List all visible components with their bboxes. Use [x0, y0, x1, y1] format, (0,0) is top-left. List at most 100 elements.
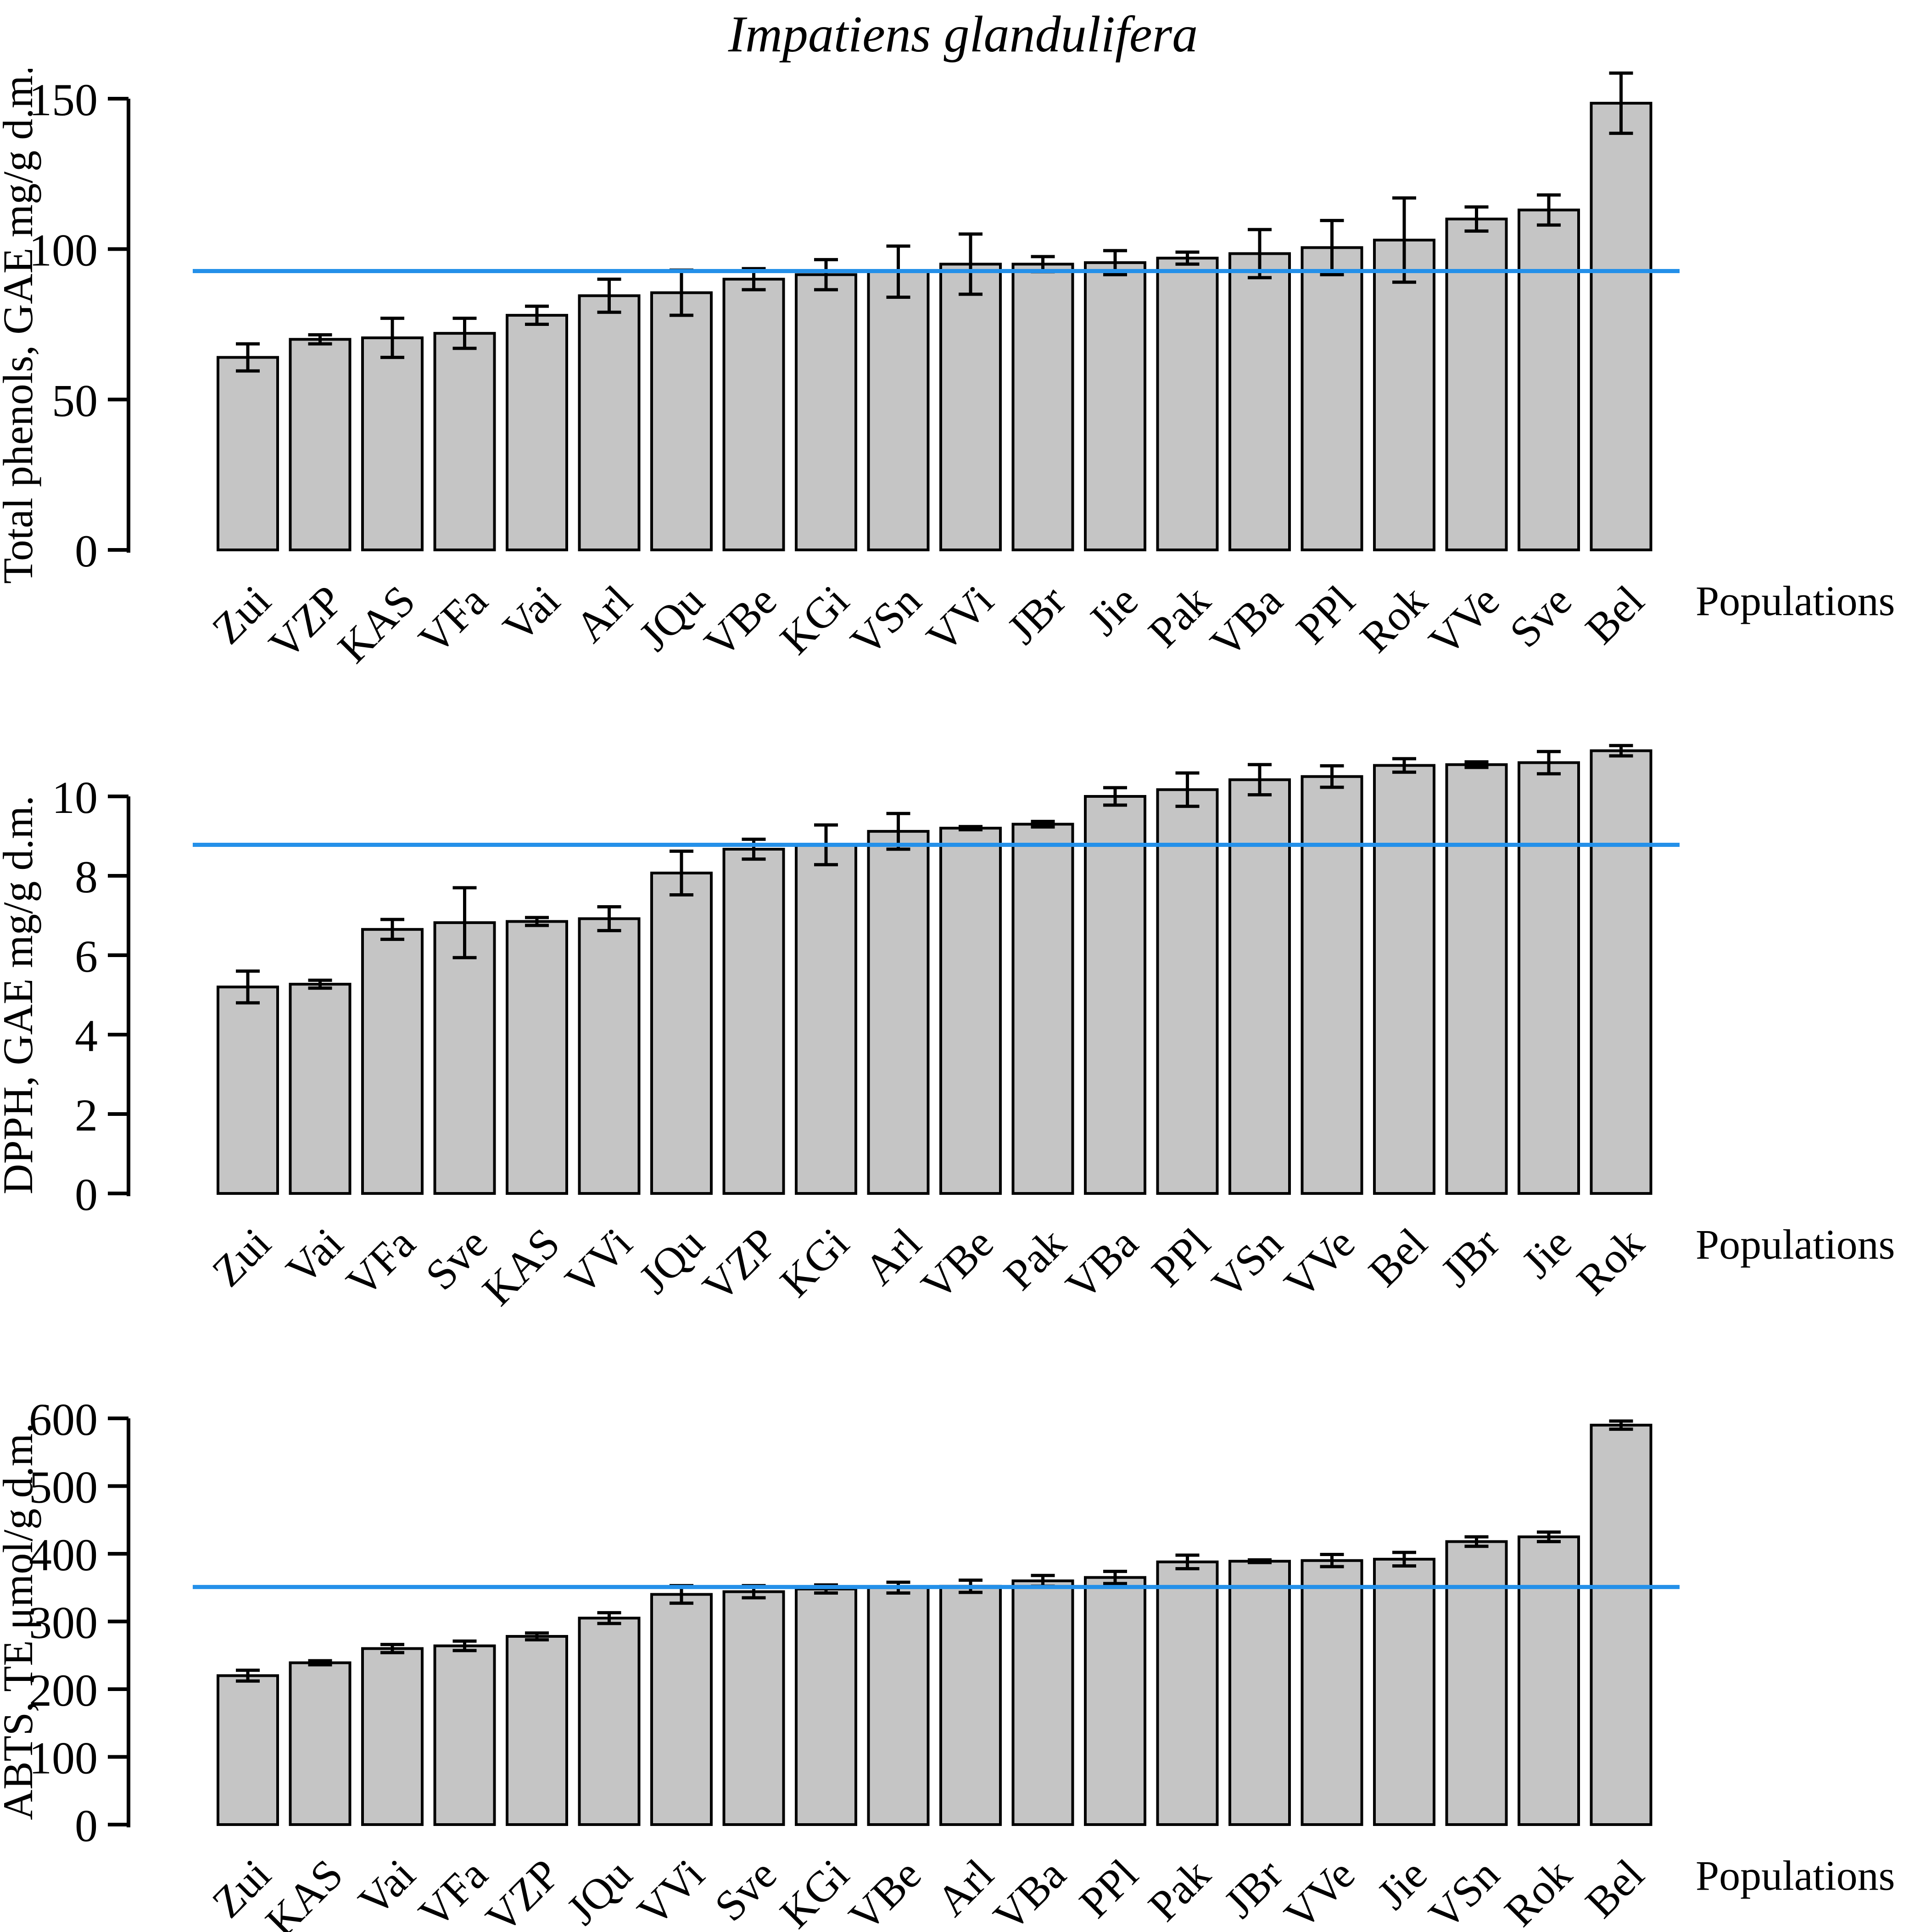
x-axis-title: Populations	[1696, 1221, 1895, 1268]
x-tick-label-JBr: JBr	[998, 576, 1075, 653]
bar-Vai	[506, 314, 568, 552]
x-tick-label-VFa: VFa	[337, 1219, 424, 1306]
y-tick-label: 0	[75, 1800, 98, 1851]
x-tick-label-VZP: VZP	[476, 1850, 569, 1932]
x-tick-label-VZP: VZP	[693, 1219, 786, 1311]
bar-JQu	[650, 871, 713, 1195]
x-tick-label-VVi: VVi	[917, 576, 1003, 662]
x-tick-label-JQu: JQu	[630, 1219, 714, 1303]
bar-VFa	[433, 1644, 496, 1826]
bar-Vai	[289, 983, 352, 1195]
bar-Jie	[1518, 761, 1580, 1195]
x-tick-label-Jie: Jie	[1512, 1219, 1581, 1288]
bar-Sve	[1518, 208, 1580, 551]
x-tick-label-VSn: VSn	[1419, 1850, 1508, 1932]
bar-VVe	[1301, 775, 1363, 1195]
x-tick-label-PPl: PPl	[1070, 1850, 1147, 1927]
x-tick-label-VZP: VZP	[259, 576, 352, 669]
x-tick-label-Bel: Bel	[1359, 1219, 1436, 1296]
x-tick-label-JQu: JQu	[557, 1850, 641, 1932]
bar-JBr	[1445, 763, 1508, 1195]
bar-VSn	[1445, 1540, 1508, 1826]
y-tick-label: 2	[75, 1090, 98, 1141]
x-tick-label-VBa: VBa	[984, 1850, 1075, 1932]
bar-VBa	[1228, 252, 1291, 552]
bar-JBr	[1011, 263, 1074, 551]
y-tick-label: 400	[29, 1529, 98, 1580]
bar-Zui	[217, 986, 279, 1195]
x-tick-label-Bel: Bel	[1576, 576, 1653, 653]
bar-JBr	[1228, 1560, 1291, 1826]
bar-Rok	[1373, 239, 1435, 551]
bar-VVe	[1301, 1559, 1363, 1826]
y-tick-label: 10	[52, 772, 98, 823]
x-tick-label-Bel: Bel	[1576, 1850, 1653, 1927]
y-axis-title: DPPH, GAE mg/g d.m.	[0, 795, 41, 1194]
bar-Rok	[1590, 749, 1652, 1195]
bar-JQu	[650, 291, 713, 551]
bar-VBe	[722, 278, 785, 551]
x-tick-label-KGi: KGi	[770, 1219, 858, 1306]
dpph-chart-block: 0 2 4 6 8 10 DPPH, GAE mg/g d.m. Zui Vai VFa Sve KA…	[0, 679, 1926, 1336]
bar-VVe	[1445, 218, 1508, 551]
total-phenols-chart-block: 0 50 100 150 Total phenols, GAE mg/g d.m. Zui…	[0, 69, 1926, 679]
x-tick-label-Rok: Rok	[1495, 1850, 1581, 1932]
bar-VFa	[433, 332, 496, 551]
x-tick-label-Pak: Pak	[1139, 576, 1220, 657]
y-tick-label: 500	[29, 1462, 98, 1513]
x-tick-label-KAS: KAS	[473, 1219, 569, 1315]
bar-VVi	[939, 263, 1002, 551]
x-axis-title: Populations	[1696, 577, 1895, 624]
bar-Zui	[217, 1674, 279, 1826]
x-tick-label-PPl: PPl	[1142, 1219, 1219, 1296]
x-tick-label-VFa: VFa	[409, 576, 497, 664]
bar-PPl	[1084, 1576, 1146, 1826]
y-tick-label: 100	[29, 225, 98, 276]
bar-Arl	[867, 830, 930, 1195]
x-tick-label-VVi: VVi	[628, 1850, 714, 1932]
bar-Rok	[1518, 1535, 1580, 1826]
bar-Arl	[939, 1585, 1002, 1826]
bar-VBa	[1011, 1579, 1074, 1826]
y-tick-label: 50	[52, 375, 98, 426]
x-tick-label-Vai: Vai	[349, 1850, 424, 1926]
abts-chart-block: 0 100 200 300 400 500 600 ABTS, TE μmol/g d.m. Z…	[0, 1336, 1926, 1932]
x-axis-title: Populations	[1696, 1852, 1895, 1899]
bar-KGi	[795, 843, 857, 1195]
bar-Jie	[1084, 261, 1146, 551]
bar-Sve	[722, 1590, 785, 1826]
bar-KGi	[795, 1587, 857, 1826]
bar-KAS	[506, 920, 568, 1195]
x-tick-label-VVe: VVe	[1419, 576, 1508, 665]
y-tick-label: 0	[75, 1169, 98, 1220]
bar-VZP	[722, 848, 785, 1195]
y-tick-label: 0	[75, 526, 98, 577]
bar-VBe	[867, 1586, 930, 1826]
bar-VFa	[361, 928, 424, 1195]
bar-Arl	[578, 294, 641, 551]
bar-VZP	[506, 1635, 568, 1826]
bar-KGi	[795, 273, 857, 551]
x-tick-label-KAS: KAS	[329, 576, 424, 672]
x-tick-label-VBa: VBa	[1201, 576, 1292, 667]
y-tick-label: 150	[29, 74, 98, 125]
bar-PPl	[1301, 246, 1363, 551]
bar-VBa	[1084, 795, 1146, 1195]
x-tick-label-Rok: Rok	[1567, 1219, 1653, 1305]
y-tick-label: 4	[75, 1010, 98, 1061]
x-tick-label-KGi: KGi	[770, 576, 858, 664]
bar-VBe	[939, 827, 1002, 1195]
x-tick-label-VBe: VBe	[695, 576, 786, 667]
y-axis-title: ABTS, TE μmol/g d.m.	[0, 1423, 41, 1820]
x-tick-label-JBr: JBr	[1215, 1850, 1292, 1927]
bar-Jie	[1373, 1557, 1435, 1826]
bar-VZP	[289, 338, 352, 551]
x-tick-label-VBe: VBe	[839, 1850, 930, 1932]
x-tick-label-Pak: Pak	[1139, 1850, 1220, 1931]
bar-KAS	[361, 336, 424, 551]
x-tick-label-Rok: Rok	[1351, 576, 1436, 662]
x-tick-label-VBe: VBe	[912, 1219, 1003, 1310]
